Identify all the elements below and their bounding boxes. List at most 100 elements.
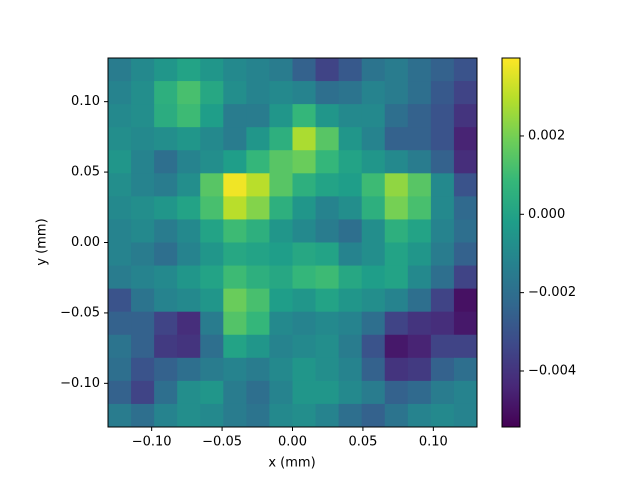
heatmap-cell (108, 334, 132, 359)
heatmap-cell (131, 58, 155, 82)
y-tick-label: −0.05 (60, 305, 100, 320)
heatmap-cell (246, 334, 270, 359)
heatmap-cell (453, 196, 478, 220)
heatmap-cell (453, 311, 478, 336)
heatmap-cell (361, 265, 386, 290)
heatmap-cell (453, 242, 478, 267)
heatmap-cell (223, 265, 247, 290)
heatmap-cell (177, 357, 201, 382)
heatmap-cell (154, 265, 178, 290)
heatmap-cell (246, 58, 270, 82)
heatmap-cell (292, 150, 317, 174)
heatmap-cell (269, 58, 293, 82)
heatmap-cell (430, 196, 455, 220)
heatmap-cell (384, 311, 409, 336)
heatmap-cell (453, 150, 478, 174)
heatmap-cell (315, 242, 340, 267)
heatmap-cell (361, 196, 386, 220)
heatmap-cell (223, 334, 247, 359)
heatmap-cell (223, 357, 247, 382)
heatmap-cell (407, 288, 432, 313)
heatmap-cell (131, 265, 155, 290)
heatmap-cell (338, 311, 363, 336)
heatmap-cell (177, 334, 201, 359)
heatmap-cell (430, 219, 455, 243)
heatmap-cell (361, 58, 386, 82)
heatmap-cell (338, 357, 363, 382)
heatmap-cell (384, 265, 409, 290)
heatmap-cell (269, 150, 293, 174)
heatmap-cell (177, 173, 201, 197)
heatmap-cell (177, 150, 201, 174)
heatmap-cell (384, 58, 409, 82)
y-tick-label: 0.10 (71, 94, 100, 109)
heatmap-cell (154, 380, 178, 405)
heatmap-cell (269, 265, 293, 290)
heatmap-cell (223, 173, 247, 197)
heatmap-cell (200, 242, 224, 267)
heatmap-cell (269, 219, 293, 243)
heatmap-cell (338, 242, 363, 267)
heatmap-cell (292, 81, 317, 105)
heatmap-cell (407, 334, 432, 359)
heatmap-cell (200, 311, 224, 336)
heatmap-cell (453, 173, 478, 197)
heatmap-cell (177, 380, 201, 405)
heatmap-cell (108, 196, 132, 220)
heatmap-cell (430, 311, 455, 336)
heatmap-cell (154, 334, 178, 359)
heatmap-cell (177, 265, 201, 290)
heatmap-cell (108, 150, 132, 174)
heatmap-cell (108, 219, 132, 243)
heatmap-cell (338, 58, 363, 82)
heatmap-cell (407, 81, 432, 105)
heatmap-cell (453, 265, 478, 290)
heatmap-cell (361, 380, 386, 405)
heatmap-cell (246, 196, 270, 220)
heatmap-cell (338, 334, 363, 359)
heatmap-cell (315, 334, 340, 359)
heatmap-cell (292, 265, 317, 290)
heatmap-cell (430, 380, 455, 405)
heatmap-cell (384, 150, 409, 174)
colorbar-tick-label: 0.000 (528, 207, 565, 222)
heatmap-cell (430, 104, 455, 128)
heatmap-cell (131, 357, 155, 382)
heatmap-cell (407, 173, 432, 197)
heatmap-cell (177, 58, 201, 82)
heatmap-cell (315, 104, 340, 128)
heatmap-cell (246, 104, 270, 128)
heatmap-cell (292, 242, 317, 267)
heatmap-cell (246, 127, 270, 151)
heatmap-cell (407, 58, 432, 82)
heatmap-cell (430, 81, 455, 105)
heatmap-cell (407, 242, 432, 267)
x-tick-label: −0.05 (202, 435, 242, 450)
y-axis-label: y (mm) (35, 218, 50, 265)
heatmap-cell (246, 173, 270, 197)
heatmap-cell (292, 104, 317, 128)
heatmap-cell (338, 288, 363, 313)
heatmap-cell (292, 334, 317, 359)
heatmap-cell (177, 196, 201, 220)
heatmap-cell (223, 403, 247, 428)
heatmap-cell (315, 81, 340, 105)
heatmap-cell (338, 380, 363, 405)
heatmap-cell (315, 403, 340, 428)
heatmap-cell (430, 265, 455, 290)
heatmap-cell (453, 334, 478, 359)
heatmap-cell (292, 219, 317, 243)
heatmap-cell (292, 58, 317, 82)
heatmap-cell (361, 150, 386, 174)
heatmap-cell (269, 403, 293, 428)
heatmap-cell (131, 242, 155, 267)
heatmap-cell (269, 357, 293, 382)
heatmap-cell (338, 196, 363, 220)
heatmap-cell (292, 288, 317, 313)
heatmap-cell (453, 357, 478, 382)
heatmap-cell (292, 380, 317, 405)
heatmap-cell (315, 150, 340, 174)
heatmap-cell (131, 311, 155, 336)
heatmap-cell (361, 81, 386, 105)
heatmap-cell (269, 242, 293, 267)
